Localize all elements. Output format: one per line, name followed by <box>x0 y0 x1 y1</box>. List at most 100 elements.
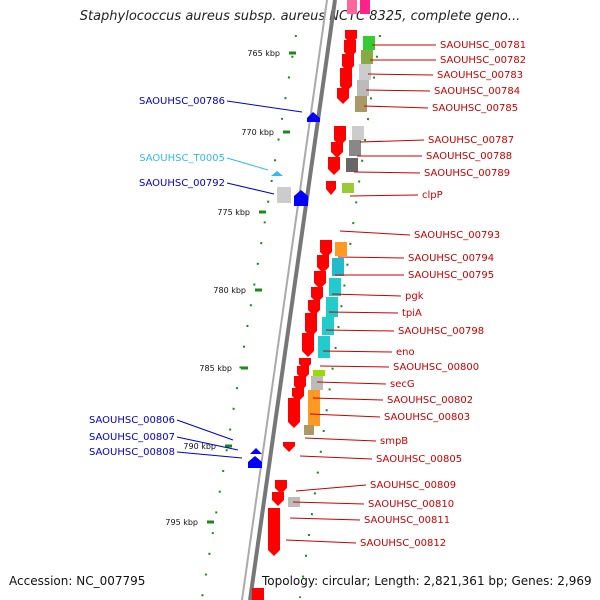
reverse-gene-arrow[interactable] <box>248 456 262 468</box>
label-leader-line <box>365 89 431 92</box>
gene-label-right[interactable]: SAOUHSC_00803 <box>384 412 470 423</box>
forward-gene-arrow[interactable] <box>272 492 284 506</box>
gene-label-left[interactable]: SAOUHSC_00786 <box>139 96 225 107</box>
label-leader-line <box>331 293 402 297</box>
forward-gene-arrow[interactable] <box>252 588 264 600</box>
gene-label-right[interactable]: eno <box>396 347 415 358</box>
gene-label-right[interactable]: SAOUHSC_00793 <box>414 230 500 241</box>
reverse-gene-arrow[interactable] <box>250 448 262 454</box>
reverse-gene-arrow[interactable] <box>294 190 308 206</box>
gene-label-right[interactable]: clpP <box>422 190 443 201</box>
gene-label-right[interactable]: SAOUHSC_00798 <box>398 326 484 337</box>
gene-label-right[interactable]: SAOUHSC_00794 <box>408 253 494 264</box>
gene-label-right[interactable]: SAOUHSC_00783 <box>437 70 523 81</box>
forward-gene-arrow[interactable] <box>308 300 320 316</box>
forward-gene-arrow[interactable] <box>342 54 354 72</box>
gene-label-right[interactable]: SAOUHSC_00805 <box>376 454 462 465</box>
forward-gene-arrow[interactable] <box>337 88 349 104</box>
gene-label-left[interactable]: SAOUHSC_T0005 <box>139 153 225 164</box>
label-leader-line <box>339 230 411 236</box>
cog-box[interactable] <box>308 390 320 426</box>
ruler-label: 765 kbp <box>247 49 280 58</box>
label-leader-line <box>353 171 421 174</box>
label-leader-line <box>363 105 429 109</box>
forward-gene-arrow[interactable] <box>331 142 343 158</box>
gene-label-right[interactable]: tpiA <box>402 308 422 319</box>
cog-box[interactable] <box>311 376 323 390</box>
trna-arrow[interactable] <box>271 171 283 176</box>
label-leader-line <box>367 73 434 76</box>
forward-gene-arrow[interactable] <box>320 240 332 258</box>
gene-label-right[interactable]: SAOUHSC_00787 <box>428 135 514 146</box>
cog-box[interactable] <box>313 370 325 376</box>
label-leader-line <box>328 311 399 314</box>
forward-gene-arrow[interactable] <box>305 313 317 337</box>
cog-box[interactable] <box>318 336 330 358</box>
ruler-label: 785 kbp <box>199 364 232 373</box>
forward-gene-arrow[interactable] <box>334 126 346 146</box>
gene-label-left[interactable]: SAOUHSC_00806 <box>89 415 175 426</box>
gene-block[interactable] <box>360 0 370 14</box>
cog-box[interactable] <box>326 297 338 317</box>
label-leader-line <box>295 484 367 492</box>
label-leader-line <box>176 419 234 441</box>
gene-label-right[interactable]: SAOUHSC_00802 <box>387 395 473 406</box>
forward-gene-arrow[interactable] <box>275 480 287 494</box>
cog-box[interactable] <box>349 140 361 156</box>
forward-gene-arrow[interactable] <box>302 333 314 357</box>
label-leader-line <box>226 182 275 195</box>
cog-box[interactable] <box>346 158 358 172</box>
forward-gene-arrow[interactable] <box>326 181 336 195</box>
forward-gene-arrow[interactable] <box>340 68 352 92</box>
cog-box[interactable] <box>361 50 373 64</box>
gene-label-right[interactable]: smpB <box>380 436 408 447</box>
gene-label-right[interactable]: SAOUHSC_00811 <box>364 515 450 526</box>
cog-box[interactable] <box>304 425 314 435</box>
gene-label-left[interactable]: SAOUHSC_00808 <box>89 447 175 458</box>
gene-label-right[interactable]: SAOUHSC_00809 <box>370 480 456 491</box>
gene-label-right[interactable]: SAOUHSC_00784 <box>434 86 520 97</box>
gene-label-right[interactable]: SAOUHSC_00782 <box>440 55 526 66</box>
forward-gene-arrow[interactable] <box>317 255 329 273</box>
forward-gene-arrow[interactable] <box>344 40 356 58</box>
forward-gene-arrow[interactable] <box>328 157 340 175</box>
cog-box[interactable] <box>355 96 367 112</box>
gene-label-right[interactable]: SAOUHSC_00812 <box>360 538 446 549</box>
gene-label-right[interactable]: SAOUHSC_00795 <box>408 270 494 281</box>
cog-box[interactable] <box>352 126 364 140</box>
cog-box[interactable] <box>363 36 375 50</box>
forward-gene-arrow[interactable] <box>311 287 323 303</box>
label-leader-line <box>322 350 393 353</box>
gene-label-right[interactable]: SAOUHSC_00800 <box>393 362 479 373</box>
backbone-line <box>248 0 337 600</box>
cog-box[interactable] <box>357 80 369 96</box>
cog-box[interactable] <box>332 258 344 276</box>
reverse-gene-arrow[interactable] <box>307 112 320 122</box>
gene-label-right[interactable]: pgk <box>405 291 424 302</box>
label-leader-line <box>289 517 361 521</box>
cog-box[interactable] <box>359 64 371 80</box>
label-leader-line <box>316 381 387 385</box>
gene-label-right[interactable]: SAOUHSC_00789 <box>424 168 510 179</box>
cog-box[interactable] <box>322 317 334 335</box>
cog-box[interactable] <box>342 183 354 193</box>
cog-box[interactable] <box>329 278 341 296</box>
forward-gene-arrow[interactable] <box>288 398 300 428</box>
gene-block[interactable] <box>347 0 357 14</box>
ruler-label: 780 kbp <box>213 286 246 295</box>
gene-label-right[interactable]: SAOUHSC_00810 <box>368 499 454 510</box>
label-leader-line <box>226 100 303 113</box>
gene-label-right[interactable]: SAOUHSC_00781 <box>440 40 526 51</box>
gene-label-right[interactable]: SAOUHSC_00785 <box>432 103 518 114</box>
gene-label-left[interactable]: SAOUHSC_00792 <box>139 178 225 189</box>
backbone-shadow <box>241 0 328 600</box>
gene-label-left[interactable]: SAOUHSC_00807 <box>89 432 175 443</box>
gene-label-right[interactable]: SAOUHSC_00788 <box>426 151 512 162</box>
cog-box[interactable] <box>335 242 347 256</box>
forward-gene-arrow[interactable] <box>283 442 295 452</box>
cog-box[interactable] <box>277 187 291 203</box>
forward-gene-arrow[interactable] <box>268 508 280 556</box>
gene-label-right[interactable]: secG <box>390 379 415 390</box>
forward-gene-arrow[interactable] <box>314 271 326 289</box>
